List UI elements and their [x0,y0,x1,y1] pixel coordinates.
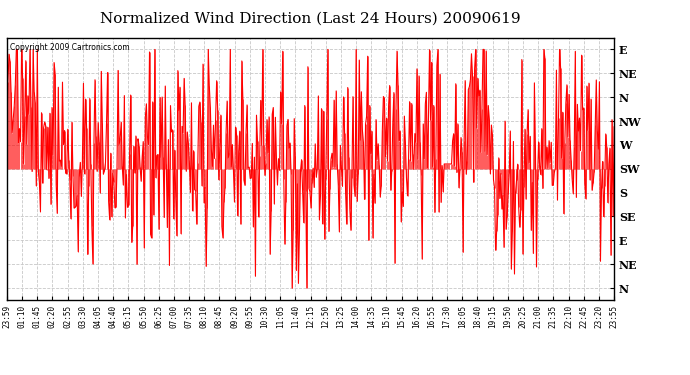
Text: Normalized Wind Direction (Last 24 Hours) 20090619: Normalized Wind Direction (Last 24 Hours… [100,11,521,25]
Text: Copyright 2009 Cartronics.com: Copyright 2009 Cartronics.com [10,43,130,52]
